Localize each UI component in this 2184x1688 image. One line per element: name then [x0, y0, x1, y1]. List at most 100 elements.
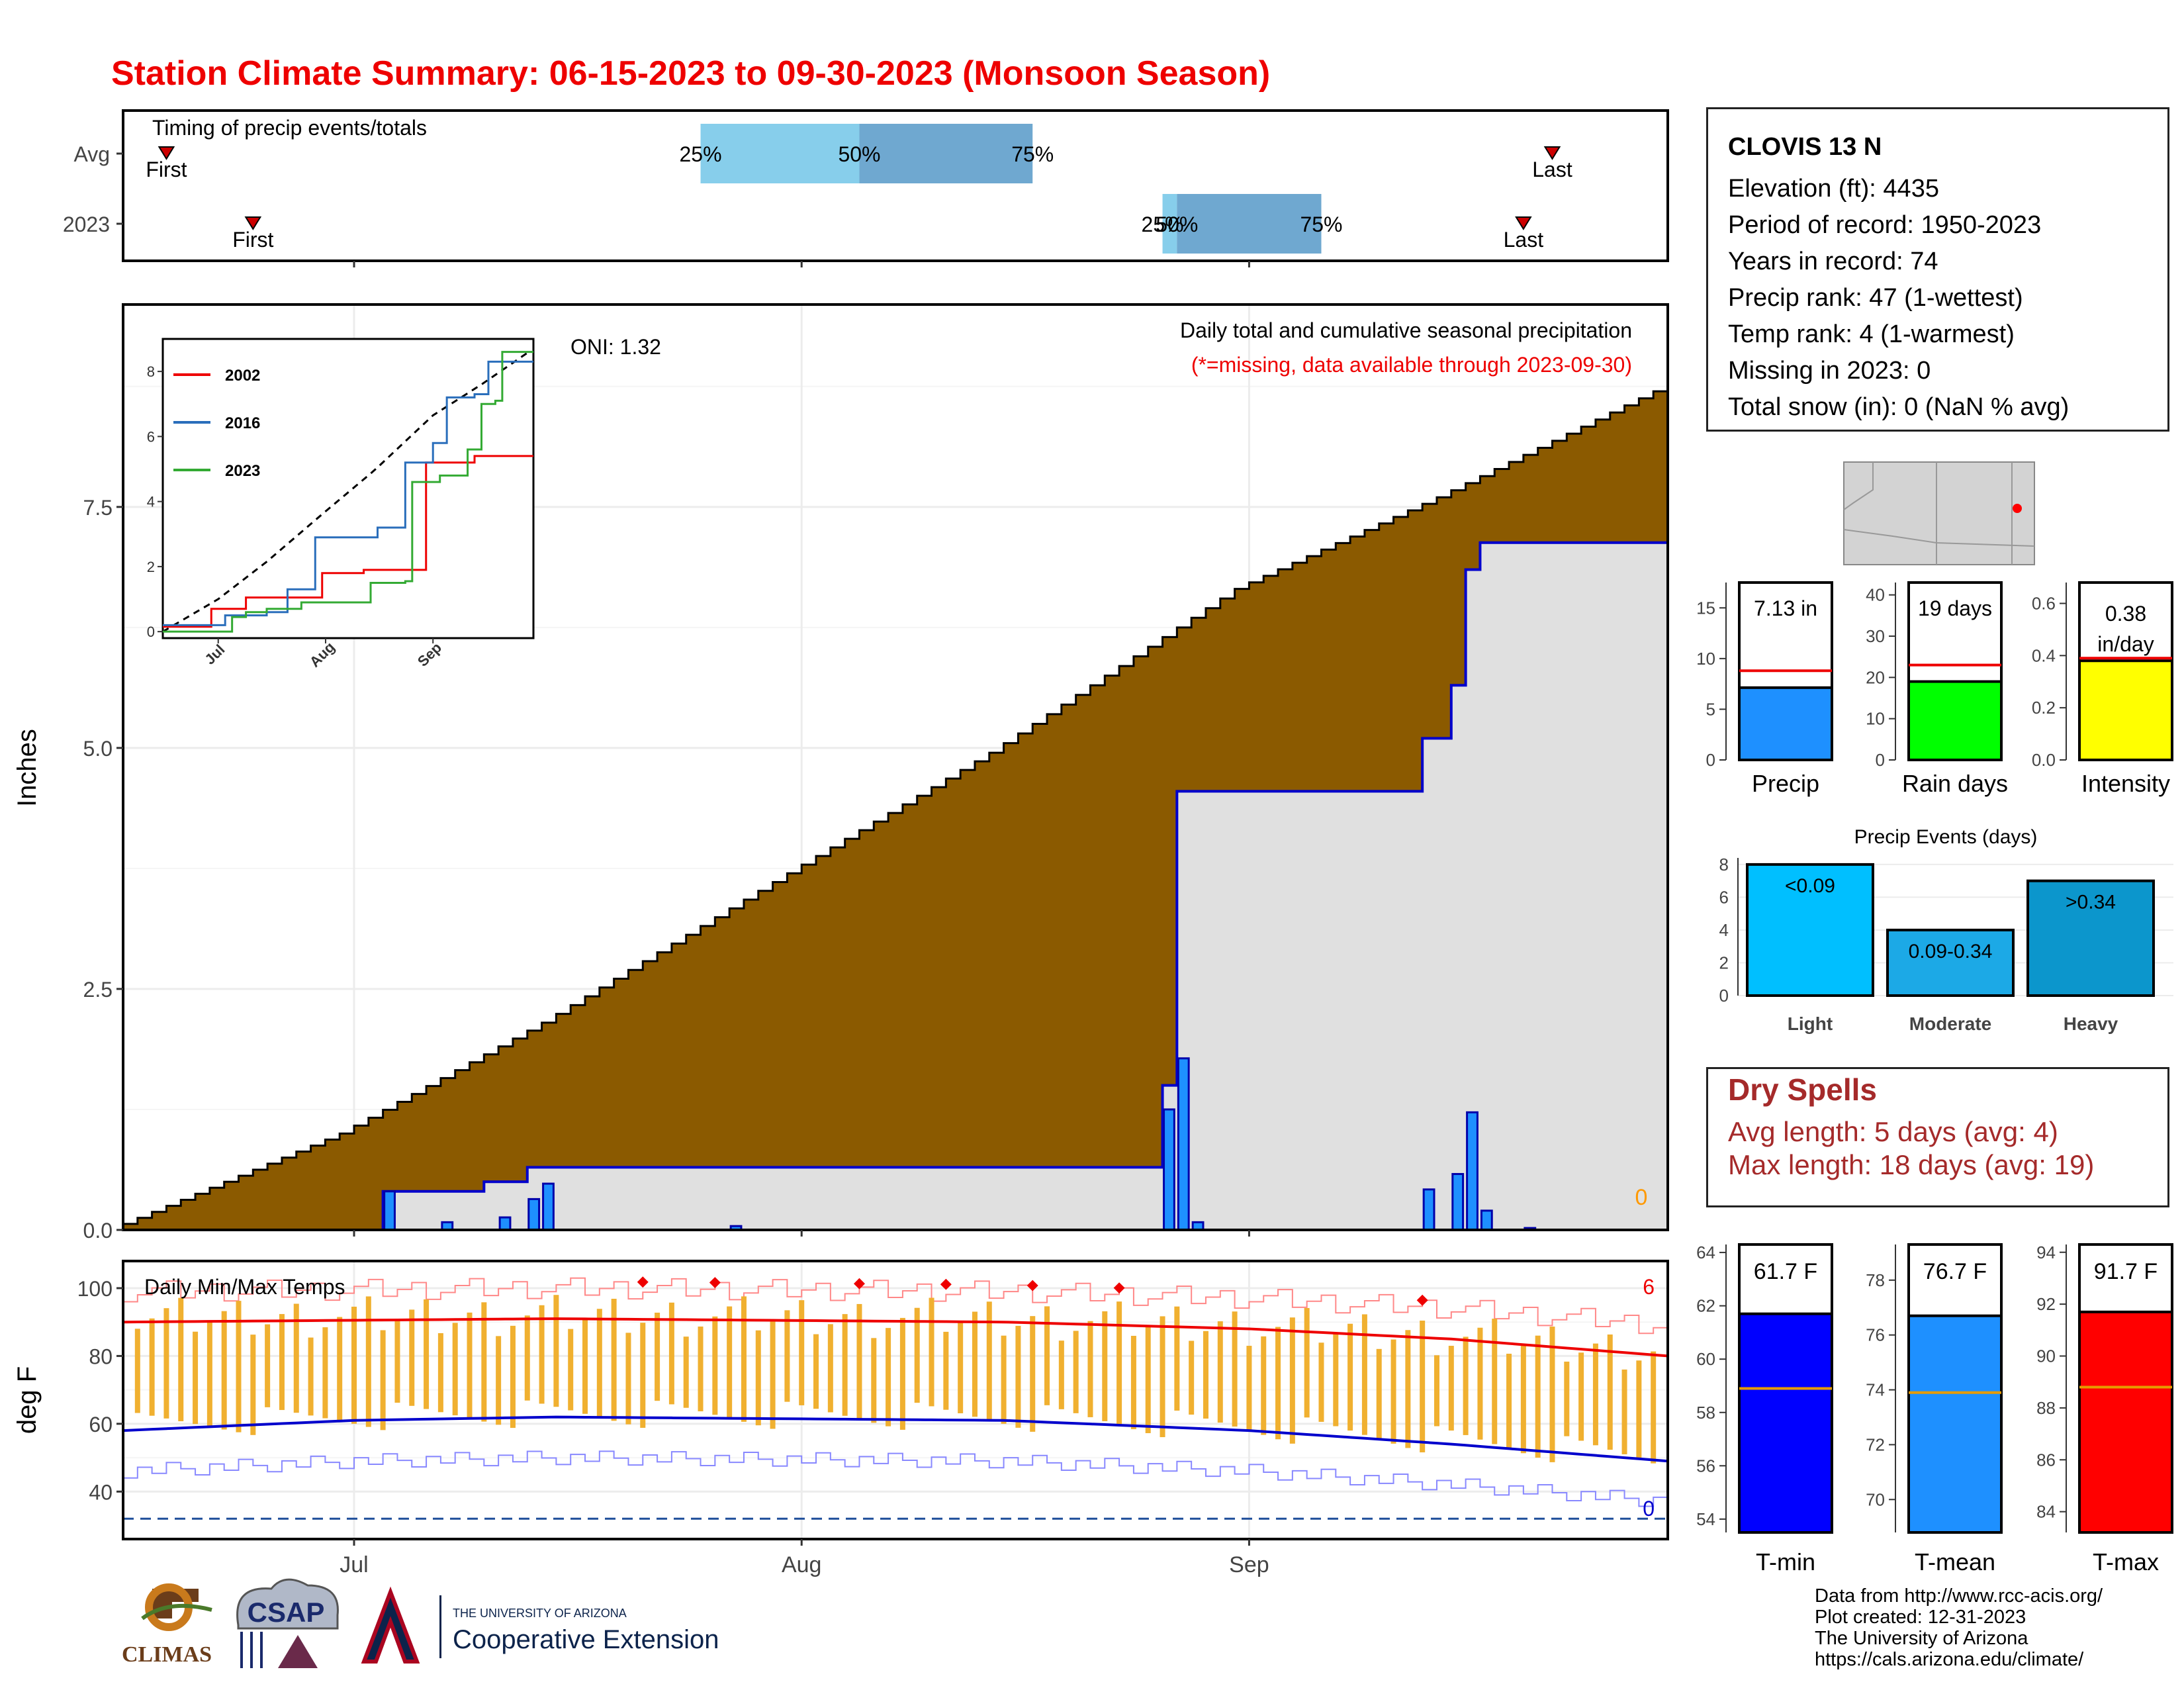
events-bar — [1886, 928, 2015, 998]
record-marker — [637, 1276, 649, 1288]
daily-temp-bar — [206, 1321, 212, 1427]
daily-temp-bar — [265, 1324, 271, 1407]
timing-q25-q50-bar — [1162, 194, 1177, 254]
summary-bar — [2078, 659, 2173, 761]
footer-line: https://cals.arizona.edu/climate/ — [1815, 1649, 2084, 1670]
daily-temp-bar — [1275, 1327, 1281, 1440]
inset-avg-line — [162, 350, 531, 633]
daily-precip-bar — [1480, 1209, 1493, 1231]
daily-temp-bar — [1217, 1321, 1223, 1423]
daily-temp-bar — [1347, 1323, 1353, 1431]
temp-bar-name: T-max — [2093, 1548, 2159, 1575]
daily-temp-bar — [668, 1302, 674, 1405]
daily-temp-bar — [886, 1328, 891, 1427]
daily-temp-bar — [727, 1306, 733, 1419]
summary-tick-label: 10 — [1866, 709, 1885, 729]
temp-tick-label: 86 — [2036, 1450, 2056, 1470]
timing-first-label: First — [232, 228, 273, 252]
daily-temp-bar — [437, 1333, 443, 1413]
daily-temp-bar — [337, 1317, 343, 1421]
daily-temp-bar — [784, 1310, 790, 1402]
station-precip-rank: Precip rank: 47 (1-wettest) — [1728, 284, 2023, 312]
summary-tick-label: 0 — [1706, 750, 1715, 770]
daily-temp-bar — [1130, 1335, 1136, 1429]
daily-precip-bar — [1422, 1188, 1435, 1231]
summary-value-label: 7.13 in — [1754, 596, 1817, 620]
ytick-label: 80 — [89, 1344, 113, 1368]
daily-temp-bar — [1448, 1346, 1454, 1431]
csap-text: CSAP — [248, 1597, 325, 1628]
timing-q75-label: 75% — [1011, 142, 1054, 166]
daily-temp-bar — [1073, 1331, 1079, 1413]
daily-temp-bar — [452, 1323, 458, 1416]
daily-temp-bar — [1405, 1330, 1411, 1448]
daily-temp-bar — [193, 1331, 199, 1425]
temp-tick-label: 92 — [2036, 1294, 2056, 1314]
summary-tick-label: 0.6 — [2032, 594, 2056, 614]
footer-credit: Data from http://www.rcc-acis.org/ Plot … — [1815, 1585, 2103, 1670]
precip-panel: Daily total and cumulative seasonal prec… — [13, 303, 1669, 1243]
temp-value-label: 61.7 F — [1754, 1259, 1817, 1284]
summary-tick-label: 0.0 — [2032, 750, 2056, 770]
dry-spells-avg: Avg length: 5 days (avg: 4) — [1728, 1116, 2058, 1147]
daily-temp-bar — [596, 1309, 602, 1418]
events-tick-label: 6 — [1719, 887, 1729, 907]
ua-big-text: Cooperative Extension — [453, 1625, 719, 1654]
daily-temp-bar — [1174, 1306, 1180, 1411]
daily-temp-bar — [972, 1311, 978, 1417]
daily-temp-bar — [712, 1316, 718, 1415]
daily-temp-bar — [958, 1321, 964, 1413]
events-bar-name: Light — [1788, 1013, 1833, 1034]
csap-logo: CSAP — [236, 1578, 339, 1668]
daily-temp-bar — [1145, 1326, 1151, 1434]
timing-q50-label: 50% — [838, 142, 880, 166]
inset-ytick-label: 2 — [147, 559, 155, 575]
inset-legend-label: 2016 — [225, 414, 260, 432]
station-temp-rank: Temp rank: 4 (1-warmest) — [1728, 320, 2015, 348]
daily-temp-bar — [149, 1318, 155, 1416]
station-info-panel: CLOVIS 13 N Elevation (ft): 4435 Period … — [1706, 107, 2169, 432]
daily-temp-bar — [1015, 1325, 1021, 1428]
temp-tick-label: 84 — [2036, 1502, 2056, 1522]
events-bar — [1746, 863, 1874, 998]
daily-precip-bar — [1177, 1057, 1190, 1231]
timing-row-label: 2023 — [63, 212, 110, 236]
timing-panel: Timing of precip events/totals Avg 25% 50%… — [63, 109, 1669, 267]
summary-value-label2: in/day — [2097, 632, 2154, 656]
avg-min-line — [122, 1415, 1668, 1463]
temp-bar-name: T-min — [1756, 1548, 1815, 1575]
daily-precip-bar — [1466, 1111, 1479, 1231]
temp-value-label: 91.7 F — [2094, 1259, 2158, 1284]
daily-temp-bar — [1361, 1314, 1367, 1435]
temp-tick-label: 58 — [1696, 1403, 1715, 1423]
daily-temp-bar — [250, 1335, 256, 1435]
daily-temp-bar — [1289, 1317, 1295, 1444]
daily-temp-bar — [553, 1295, 559, 1407]
daily-temp-bar — [409, 1309, 415, 1406]
daily-temp-bar — [1160, 1316, 1165, 1438]
daily-temp-bar — [698, 1326, 704, 1412]
daily-temp-bar — [1492, 1319, 1498, 1444]
daily-temp-bar — [380, 1330, 386, 1430]
daily-temp-bar — [813, 1334, 819, 1409]
record-marker — [1416, 1294, 1428, 1306]
daily-temp-bar — [1318, 1342, 1324, 1422]
ytick-label: 5.0 — [83, 737, 113, 761]
inset-series-line — [163, 351, 533, 633]
timing-q75-label: 75% — [1300, 212, 1342, 236]
daily-temp-bar — [799, 1300, 805, 1405]
summary-bar — [1907, 680, 2003, 762]
daily-temp-bar — [178, 1297, 184, 1422]
ua-logo: THE UNIVERSITY OF ARIZONA Cooperative Ex… — [361, 1586, 719, 1664]
station-period: Period of record: 1950-2023 — [1728, 211, 2042, 239]
record-marker — [940, 1278, 952, 1290]
daily-temp-bar — [929, 1297, 934, 1407]
daily-temp-bar — [365, 1296, 371, 1427]
daily-temp-bar — [1578, 1352, 1584, 1441]
temp-tick-label: 76 — [1866, 1325, 1885, 1345]
daily-temp-bar — [827, 1324, 833, 1413]
daily-precip-bar — [1163, 1108, 1175, 1231]
daily-temp-bar — [163, 1308, 169, 1419]
timing-last-label: Last — [1532, 158, 1572, 181]
